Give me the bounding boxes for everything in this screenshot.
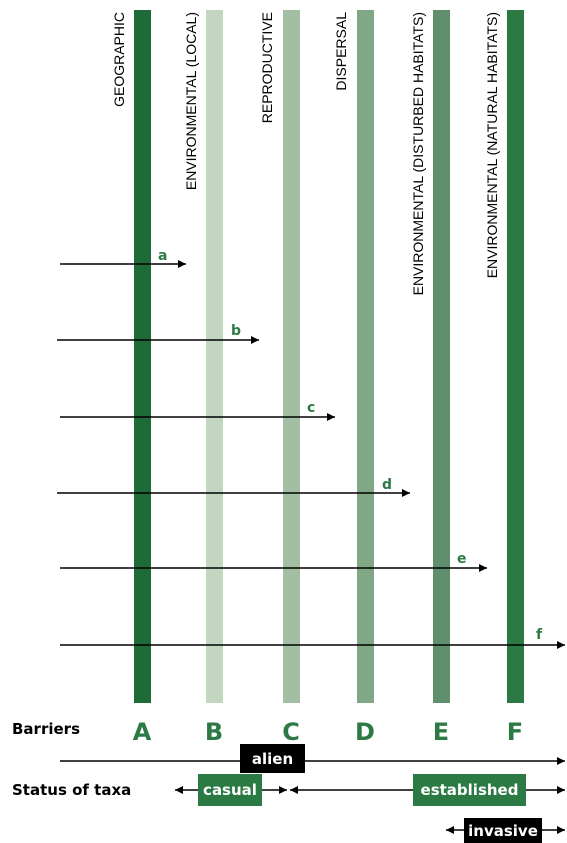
barrier-letter-e: E <box>433 718 449 746</box>
barrier-label-environmental-disturbed: ENVIRONMENTAL (DISTURBED HABITATS) <box>410 12 426 295</box>
barrier-letter-a: A <box>133 718 152 746</box>
barrier-letter-f: F <box>507 718 523 746</box>
barrier-letter-c: C <box>282 718 300 746</box>
status-row-label: Status of taxa <box>12 781 131 799</box>
established-label: established <box>421 781 519 799</box>
barrier-letter-b: B <box>205 718 223 746</box>
arrow-letter-d: d <box>382 477 392 493</box>
invasive-label: invasive <box>468 822 538 840</box>
established-box <box>413 774 526 806</box>
barrier-bar-c <box>283 10 300 703</box>
arrow-letter-a: a <box>158 248 167 264</box>
alien-box <box>240 744 305 773</box>
barrier-bar-f <box>507 10 524 703</box>
casual-label: casual <box>203 781 257 799</box>
arrow-letter-e: e <box>457 551 467 567</box>
barriers-row-label: Barriers <box>12 720 80 738</box>
barrier-label-geographic: GEOGRAPHIC <box>111 12 127 107</box>
barrier-label-environmental-natural: ENVIRONMENTAL (NATURAL HABITATS) <box>484 12 500 278</box>
barrier-label-dispersal: DISPERSAL <box>333 12 349 91</box>
arrow-letter-c: c <box>307 400 315 416</box>
barrier-bar-a <box>134 10 151 703</box>
casual-box <box>198 774 262 806</box>
barrier-bar-d <box>357 10 374 703</box>
arrow-letter-f: f <box>536 627 543 643</box>
arrow-letter-b: b <box>231 323 241 339</box>
barrier-bar-b <box>206 10 223 703</box>
barrier-label-environmental-local: ENVIRONMENTAL (LOCAL) <box>183 12 199 190</box>
alien-label: alien <box>252 750 293 768</box>
barrier-letter-d: D <box>355 718 375 746</box>
barrier-label-reproductive: REPRODUCTIVE <box>259 12 275 123</box>
invasive-box <box>464 818 542 843</box>
barrier-bar-e <box>433 10 450 703</box>
